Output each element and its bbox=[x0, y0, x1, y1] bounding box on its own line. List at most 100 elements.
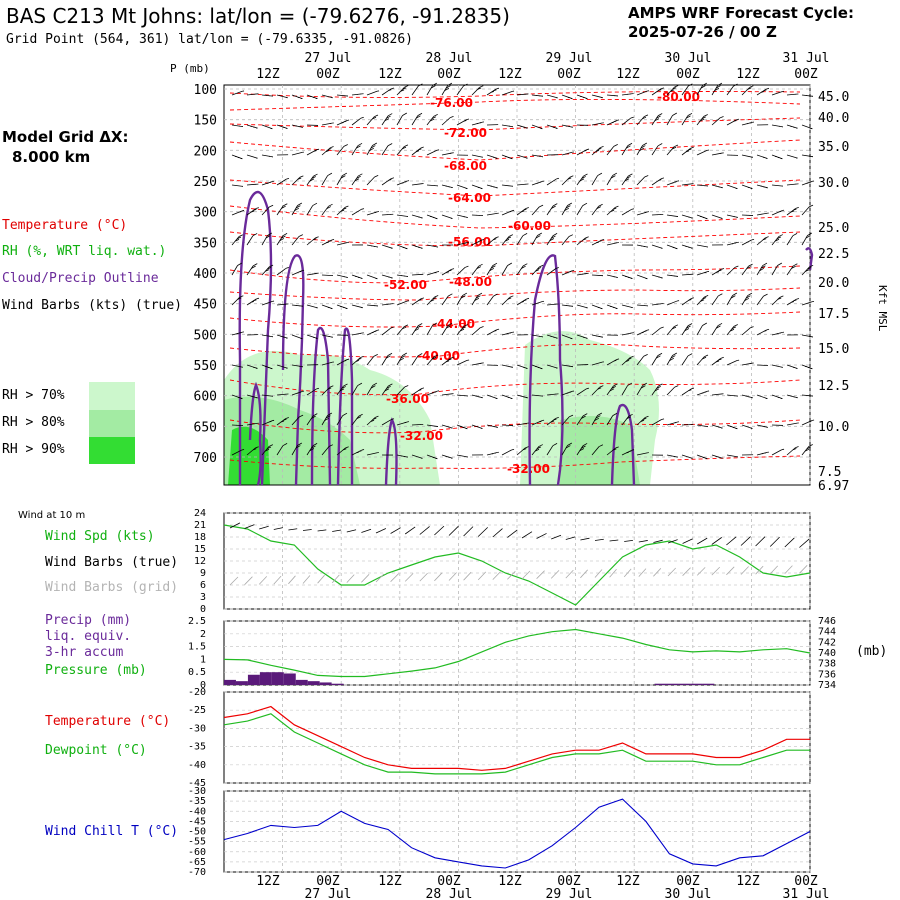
wind-barb bbox=[531, 94, 543, 97]
wind-barb bbox=[336, 205, 349, 216]
wind-barb-shaft bbox=[321, 386, 331, 396]
wind-barb-shaft bbox=[336, 94, 348, 97]
wind-barb bbox=[756, 394, 768, 400]
y-tick-label-right: 744 bbox=[818, 627, 836, 638]
wind-barb-flag bbox=[508, 234, 514, 237]
wind-barb bbox=[291, 175, 304, 186]
wind-barb bbox=[546, 416, 559, 426]
legend-3hr-accum: 3-hr accum bbox=[45, 645, 124, 660]
wind-barb bbox=[426, 390, 440, 396]
wind-barb-flag bbox=[672, 146, 677, 150]
wind-barb-flag bbox=[672, 352, 678, 356]
wind-barb bbox=[651, 303, 664, 306]
wind-barb bbox=[426, 271, 440, 276]
height-tick-label: 35.0 bbox=[818, 140, 849, 155]
wind-barb bbox=[621, 382, 633, 396]
precip-bar bbox=[331, 683, 344, 685]
sfc-wind-barb-true bbox=[638, 540, 648, 543]
top-date-label: 27 Jul bbox=[305, 51, 352, 66]
wind-barb-shaft bbox=[471, 394, 483, 399]
top-date-label: 29 Jul bbox=[546, 51, 593, 66]
wind-barb-shaft bbox=[441, 454, 453, 459]
bottom-hour-label: 12Z bbox=[616, 874, 640, 889]
wind-barb-flag bbox=[326, 206, 331, 209]
wind-barb-shaft bbox=[396, 244, 408, 250]
wind-barb bbox=[561, 94, 573, 100]
wind-barb-shaft bbox=[501, 364, 513, 368]
wind-barb bbox=[531, 264, 544, 276]
wind-barb-flag bbox=[583, 150, 587, 152]
wind-barb bbox=[381, 418, 395, 426]
sfc-wind-barb-grid bbox=[477, 571, 487, 581]
model-grid-label: Model Grid ΔX: bbox=[2, 128, 129, 146]
wind-barb-flag bbox=[496, 328, 500, 331]
wind-barb-flag bbox=[759, 267, 765, 272]
sfc-wind-barb-grid bbox=[507, 571, 516, 580]
wind-barb-flag bbox=[654, 118, 660, 122]
wind-barb-shaft bbox=[366, 176, 375, 186]
wind-barb-flag bbox=[718, 269, 722, 272]
precip-bar bbox=[235, 681, 248, 685]
wind-barb-shaft bbox=[381, 327, 391, 336]
wind-barb-flag bbox=[568, 234, 574, 237]
top-date-label: 28 Jul bbox=[426, 51, 473, 66]
wind-barb-shaft bbox=[366, 116, 375, 126]
y-tick-label: -45 bbox=[188, 778, 206, 789]
wind-barb bbox=[456, 424, 468, 430]
wind-barb bbox=[756, 424, 768, 428]
sfc-wind-barb-true bbox=[682, 538, 693, 544]
wind-barb bbox=[786, 232, 798, 246]
wind-barb bbox=[351, 208, 365, 216]
wind-barb-flag bbox=[670, 355, 676, 359]
temperature-contour-label: -36.00 bbox=[386, 392, 429, 406]
wind-barb-flag bbox=[450, 356, 454, 359]
wind-barb bbox=[666, 180, 680, 186]
wind-barb bbox=[546, 203, 558, 216]
wind-barb-flag bbox=[684, 328, 690, 332]
sfc-wind-barb-true bbox=[711, 537, 722, 545]
y-tick-label: -30 bbox=[188, 786, 206, 797]
wind-barb-shaft bbox=[591, 175, 598, 186]
wind-barb-shaft bbox=[471, 327, 481, 336]
wind-barb-shaft bbox=[471, 239, 482, 246]
precip-bar bbox=[247, 674, 260, 685]
wind-barb-flag bbox=[537, 267, 542, 270]
wind-barb-shaft bbox=[771, 297, 781, 306]
sfc-wind-barb-true bbox=[448, 525, 459, 536]
wind-barb-flag bbox=[388, 383, 393, 387]
wind-barb-shaft bbox=[456, 424, 468, 430]
cloud-outline bbox=[384, 417, 398, 486]
wind-barb bbox=[351, 116, 364, 126]
wind-barb bbox=[576, 443, 588, 456]
wind-barb-shaft bbox=[696, 184, 708, 187]
wind-barb bbox=[771, 331, 784, 336]
pressure-tick-label: 700 bbox=[194, 451, 217, 466]
wind-barb bbox=[306, 334, 318, 339]
wind-barb-flag bbox=[631, 449, 635, 451]
wind-barb-flag bbox=[579, 178, 585, 182]
wind-barb-shaft bbox=[231, 424, 244, 427]
wind-barb-flag bbox=[718, 293, 723, 297]
temperature-contour bbox=[229, 455, 801, 469]
wind-barb-shaft bbox=[576, 388, 587, 396]
wind-barb bbox=[576, 202, 588, 216]
wind-barb bbox=[411, 353, 423, 366]
wind-barb bbox=[426, 424, 438, 427]
wind-barb-flag bbox=[535, 235, 541, 239]
wind-barb bbox=[336, 304, 348, 310]
wind-barb bbox=[426, 82, 438, 96]
wind-barb bbox=[726, 241, 739, 246]
wind-speed-line bbox=[223, 524, 811, 606]
temperature-contour bbox=[229, 311, 801, 328]
wind-barb-flag bbox=[507, 297, 512, 300]
wind-barb-flag bbox=[316, 148, 320, 151]
wind-barb-flag bbox=[643, 114, 649, 118]
wind-barb bbox=[246, 93, 259, 96]
wind-barb bbox=[516, 183, 529, 186]
wind-barb-shaft bbox=[651, 244, 663, 249]
wind-barb-shaft bbox=[441, 152, 453, 156]
wind-barb-flag bbox=[718, 358, 722, 361]
wind-barb bbox=[336, 274, 348, 278]
wind-barb bbox=[306, 443, 318, 456]
wind-barb bbox=[726, 214, 738, 218]
